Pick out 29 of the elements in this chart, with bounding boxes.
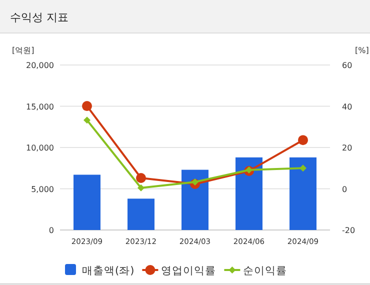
legend-label: 순이익률	[243, 265, 288, 277]
y2-tick-label: 0	[342, 184, 348, 194]
bar	[290, 157, 316, 230]
point	[84, 116, 90, 124]
y2-tick-label: 20	[342, 144, 352, 152]
bar	[236, 157, 262, 230]
y2-axis-title: [%]	[355, 46, 369, 55]
point	[136, 173, 146, 184]
y-tick-label: 20,000	[26, 61, 54, 70]
point	[138, 184, 144, 192]
bar	[182, 170, 208, 230]
y-tick-label: 15,000	[26, 102, 54, 112]
bar	[74, 174, 100, 230]
y-axis-title: [억원]	[12, 46, 34, 55]
point	[246, 166, 252, 174]
point	[192, 178, 198, 186]
legend-label: 매출액(좌)	[82, 265, 134, 277]
y2-tick-label: 60	[342, 61, 352, 70]
bar	[128, 198, 154, 230]
y2-tick-label: -20	[342, 226, 356, 235]
legend-label: 영업이익률	[161, 265, 216, 277]
y2-tick-label: 40	[342, 102, 352, 112]
y-tick-label: 10,000	[26, 144, 54, 152]
y-tick-label: 5,000	[31, 184, 54, 194]
chart-title: 수익성 지표	[10, 11, 68, 24]
point	[300, 164, 306, 172]
y-tick-label: 0	[48, 226, 54, 235]
point	[298, 135, 308, 146]
point	[82, 101, 92, 112]
